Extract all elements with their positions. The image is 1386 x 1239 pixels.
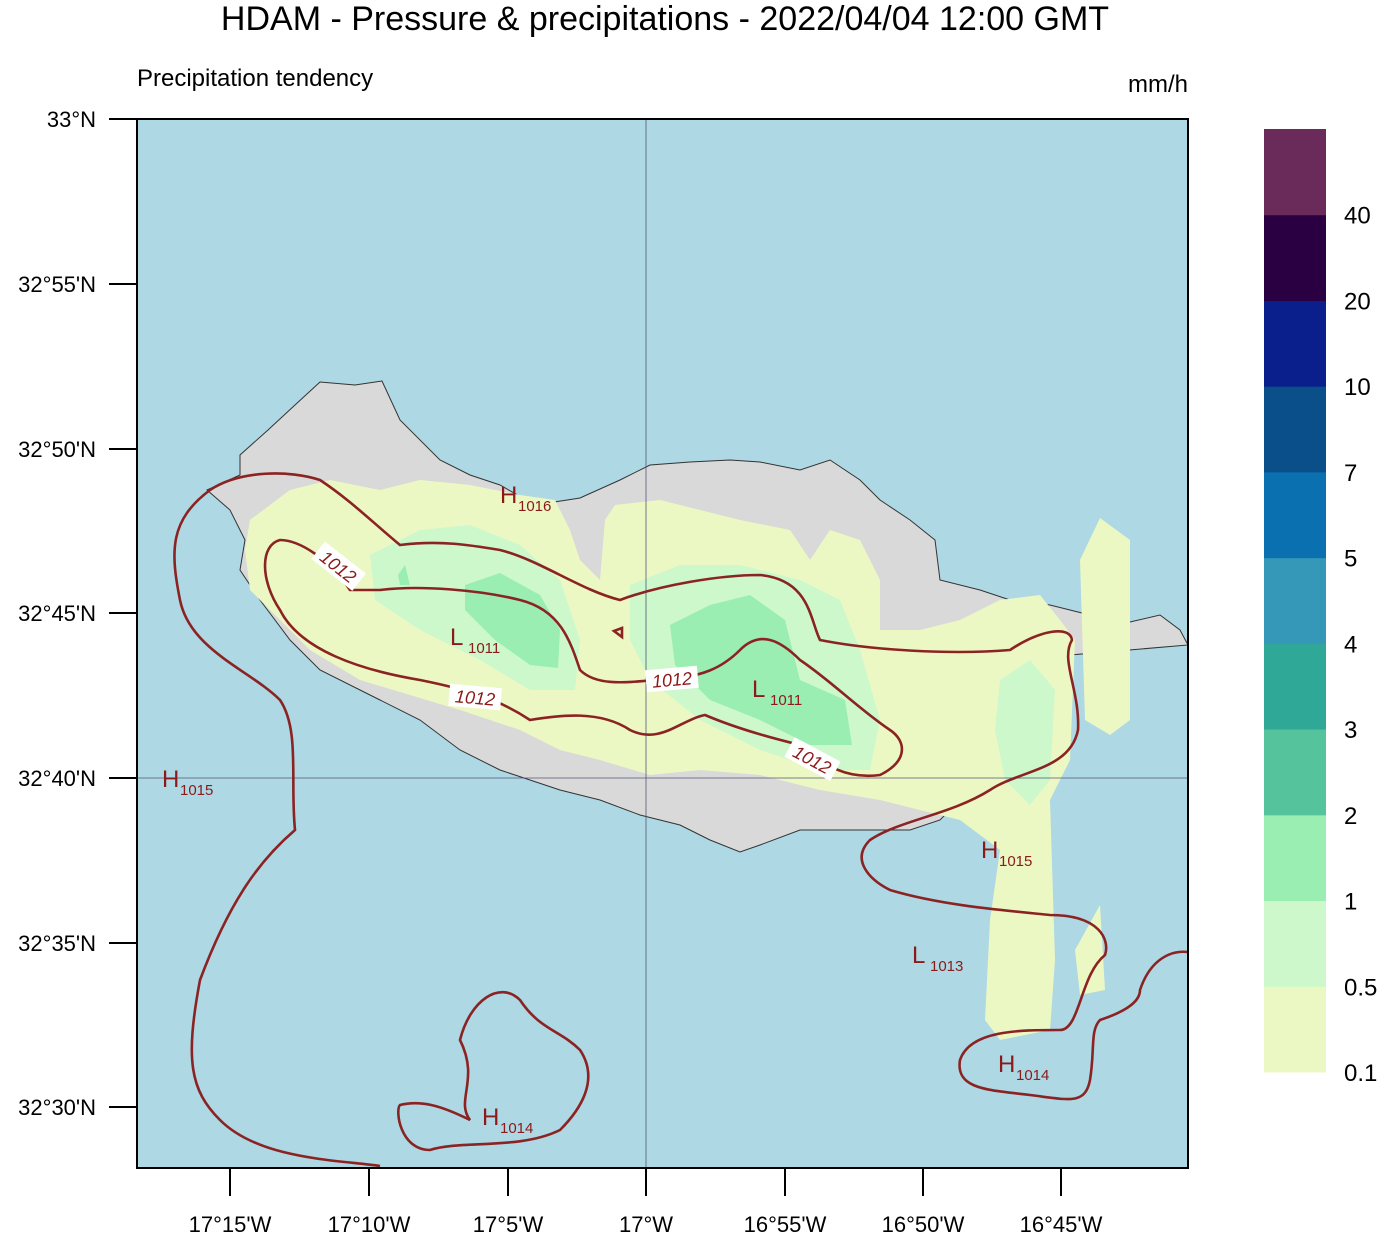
contour-label: 1012	[448, 683, 502, 711]
pressure-letter: H	[981, 837, 998, 864]
colorbar-segment	[1264, 814, 1326, 902]
colorbar: 0.1 0.5 1 2 3 4 5 7 10 20 40	[1264, 129, 1377, 1087]
contour-label-bg	[784, 737, 841, 782]
colorbar-label: 10	[1344, 374, 1371, 401]
colorbar-segment	[1264, 557, 1326, 644]
pressure-value: 1014	[500, 1120, 533, 1137]
colorbar-label: 5	[1344, 546, 1357, 573]
unit: mm/h	[1128, 71, 1188, 98]
subtitle: Precipitation tendency	[137, 65, 373, 92]
colorbar-label: 0.1	[1344, 1060, 1377, 1087]
lon-label: 17°5'W	[473, 1212, 544, 1234]
pressure-value: 1014	[1016, 1067, 1049, 1084]
pressure-letter: H	[998, 1051, 1015, 1078]
axes: 33°N 32°55'N 32°50'N 32°45'N 32°40'N 32°35'N 3…	[18, 107, 1103, 1237]
lat-label: 32°55'N	[18, 272, 96, 297]
colorbar-label: 7	[1344, 460, 1357, 487]
contour-label: 1012	[645, 665, 699, 693]
colorbar-label: 3	[1344, 717, 1357, 744]
frame	[136, 118, 1189, 1169]
pressure-letter: H	[162, 766, 179, 793]
pressure-value: 1016	[518, 498, 551, 515]
colorbar-segment	[1264, 214, 1326, 301]
contour-label-bg	[448, 683, 502, 711]
colorbar-label: 4	[1344, 631, 1357, 658]
contour-label-text: 1012	[454, 686, 496, 709]
colorbar-segment	[1264, 900, 1326, 987]
lon-label: 16°45'W	[1020, 1212, 1103, 1234]
pressure-letter: L	[450, 624, 463, 651]
colorbar-label: 1	[1344, 889, 1357, 916]
lat-label: 32°35'N	[18, 931, 96, 956]
lat-label: 32°45'N	[18, 601, 96, 626]
contour-label-text: 1012	[651, 668, 693, 691]
pressure-value: 1013	[930, 958, 963, 975]
pressure-value: 1011	[468, 640, 500, 657]
colorbar-segment	[1264, 729, 1326, 816]
lat-label: 33°N	[47, 107, 96, 132]
colorbar-label: 20	[1344, 288, 1371, 315]
pressure-letter: L	[912, 942, 925, 969]
lon-label: 16°55'W	[744, 1212, 827, 1234]
colorbar-segment	[1264, 386, 1326, 473]
colorbar-segment	[1264, 986, 1326, 1073]
colorbar-segment	[1264, 471, 1326, 559]
lat-label: 32°30'N	[18, 1095, 96, 1120]
colorbar-label: 2	[1344, 803, 1357, 830]
pressure-letter: H	[482, 1104, 499, 1131]
title: HDAM - Pressure & precipitations - 2022/…	[221, 0, 1109, 38]
lat-label: 32°50'N	[18, 437, 96, 462]
lon-label: 16°50'W	[882, 1212, 965, 1234]
pressure-letter: L	[752, 676, 765, 703]
colorbar-label: 0.5	[1344, 974, 1377, 1001]
lon-label: 17°10'W	[328, 1212, 411, 1234]
colorbar-segment	[1264, 643, 1326, 730]
colorbar-segment	[1264, 129, 1326, 216]
lat-label: 32°40'N	[18, 766, 96, 791]
pressure-value: 1015	[180, 782, 213, 799]
pressure-value: 1015	[999, 853, 1032, 870]
lon-label: 17°W	[619, 1212, 673, 1234]
pressure-letter: H	[500, 482, 517, 509]
pressure-value: 1011	[770, 692, 802, 709]
contour-label-bg	[645, 665, 699, 693]
colorbar-label: 40	[1344, 203, 1371, 230]
lon-label: 17°15'W	[189, 1212, 272, 1234]
contour-label-bg	[311, 541, 366, 591]
colorbar-segment	[1264, 300, 1326, 387]
